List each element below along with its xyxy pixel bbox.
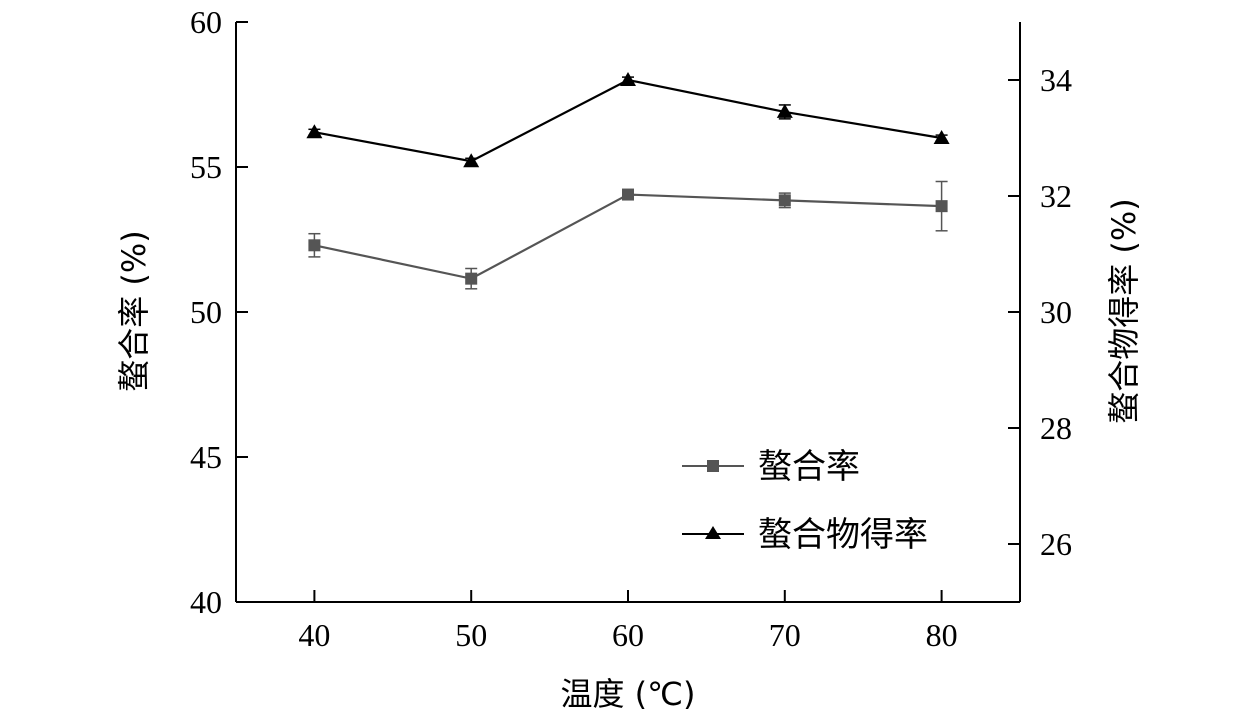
x-axis-title: 温度 (℃) [560,675,695,713]
data-point [933,130,950,144]
data-point [463,153,480,168]
left-y-tick-label: 40 [190,584,222,620]
legend-label-chelate-yield: 螯合物得率 [758,515,928,555]
data-point [778,194,791,207]
x-tick-label: 60 [612,617,644,653]
left-y-tick-label: 50 [190,294,222,330]
right-y-axis-title: 螯合物得率 (%) [1105,198,1143,424]
legend-triangle-marker [705,526,721,539]
right-y-tick-label: 28 [1040,410,1072,446]
legend-square-marker [707,460,719,472]
legend-item-chelate-yield: 螯合物得率 [682,515,928,555]
legend-item-chelation-rate: 螯合率 [682,447,860,487]
legend: 螯合率 螯合物得率 [682,447,928,555]
data-point [465,272,478,285]
left-y-tick-label: 45 [190,439,222,475]
right-y-tick-label: 34 [1040,62,1072,98]
data-point [620,72,636,86]
data-point [622,188,634,201]
series-line [314,193,942,280]
x-tick-label: 80 [926,617,958,653]
series-line [314,78,942,163]
left-y-axis-title: 螯合率 (%) [115,230,153,392]
right-y-ticks: 26 28 30 32 34 [1008,62,1072,562]
series-chelate-yield [306,72,950,168]
left-y-tick-label: 55 [190,149,222,185]
x-tick-label: 50 [455,617,487,653]
legend-label-chelation-rate: 螯合率 [758,447,860,487]
series-layer [306,72,950,290]
data-point [935,200,948,213]
series-chelation-rate [308,180,948,290]
data-point [776,103,793,118]
x-ticks: 40 50 60 70 80 [298,590,958,653]
x-tick-label: 70 [769,617,801,653]
x-tick-label: 40 [298,617,330,653]
data-point [308,239,321,252]
data-point [306,124,323,139]
right-y-tick-label: 32 [1040,178,1072,214]
left-y-tick-label: 60 [190,4,222,40]
right-y-tick-label: 26 [1040,526,1072,562]
left-y-ticks: 40 45 50 55 60 [190,4,248,620]
right-y-tick-label: 30 [1040,294,1072,330]
